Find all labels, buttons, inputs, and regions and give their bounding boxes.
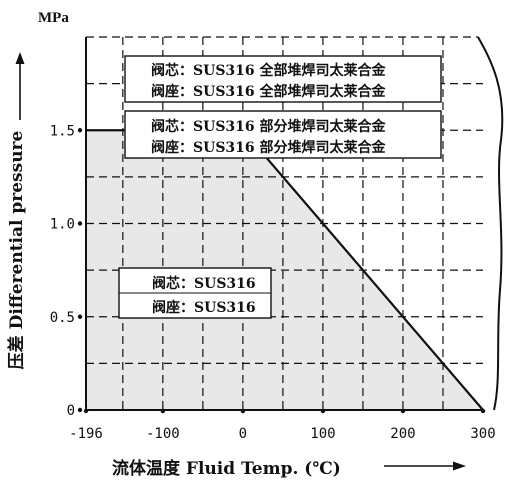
annotation-partial-stellite: 阀芯：SUS316 部分堆焊司太莱合金 阀座：SUS316 部分堆焊司太莱合金	[124, 110, 442, 159]
y-tick-mark	[77, 128, 83, 133]
annotation-sus316: 阀芯：SUS316 阀座：SUS316	[118, 267, 272, 319]
right-break-edge	[477, 36, 504, 411]
y-tick-label: 0.5	[50, 310, 75, 326]
annotation-line: 阀座：SUS316 全部堆焊司太莱合金	[151, 83, 387, 100]
x-arrow-icon	[453, 461, 466, 471]
annotation-layer: 阀芯：SUS316 全部堆焊司太莱合金 阀座：SUS316 全部堆焊司太莱合金 …	[118, 55, 442, 319]
y-tick-mark	[77, 221, 83, 226]
y-arrow-icon	[15, 52, 25, 64]
x-tick-label: 100	[310, 426, 335, 442]
x-tick-mark	[480, 408, 486, 414]
annotation-line: 阀芯：SUS316 部分堆焊司太莱合金	[151, 118, 387, 135]
y-unit-label: MPa	[38, 10, 69, 26]
x-tick-label: -100	[146, 426, 180, 442]
annotation-line: 阀芯：SUS316 全部堆焊司太莱合金	[151, 62, 387, 79]
x-tick-mark	[320, 408, 326, 414]
y-axis-label: 压差 Differential pressure	[6, 130, 27, 369]
y-tick-mark	[77, 314, 83, 319]
x-tick-mark	[400, 408, 406, 414]
frame-layer	[85, 36, 504, 411]
tick-layer: -196 -100 0 100 200 300 0 0.5 1.0 1.5	[50, 123, 496, 442]
annotation-box	[124, 110, 442, 159]
y-tick-label: 1.5	[50, 123, 75, 139]
y-axis-title: 压差 Differential pressure	[6, 52, 27, 369]
x-axis-title: 流体温度 Fluid Temp. (℃)	[112, 458, 466, 479]
annotation-line: 阀座：SUS316 部分堆焊司太莱合金	[151, 139, 387, 156]
x-tick-label: 0	[239, 426, 247, 442]
y-tick-label: 1.0	[50, 217, 75, 233]
x-tick-mark	[240, 408, 246, 414]
annotation-line: 阀座：SUS316	[152, 299, 256, 316]
x-tick-label: 300	[470, 426, 495, 442]
annotation-line: 阀芯：SUS316	[152, 275, 256, 292]
x-tick-label: 200	[390, 426, 415, 442]
annotation-full-stellite: 阀芯：SUS316 全部堆焊司太莱合金 阀座：SUS316 全部堆焊司太莱合金	[124, 55, 442, 103]
y-tick-mark	[77, 407, 83, 413]
x-tick-mark	[83, 408, 89, 414]
x-tick-mark	[160, 408, 166, 414]
x-axis-label: 流体温度 Fluid Temp. (℃)	[112, 458, 341, 479]
x-tick-label: -196	[69, 426, 103, 442]
y-tick-label: 0	[67, 403, 75, 419]
annotation-box	[124, 55, 442, 103]
